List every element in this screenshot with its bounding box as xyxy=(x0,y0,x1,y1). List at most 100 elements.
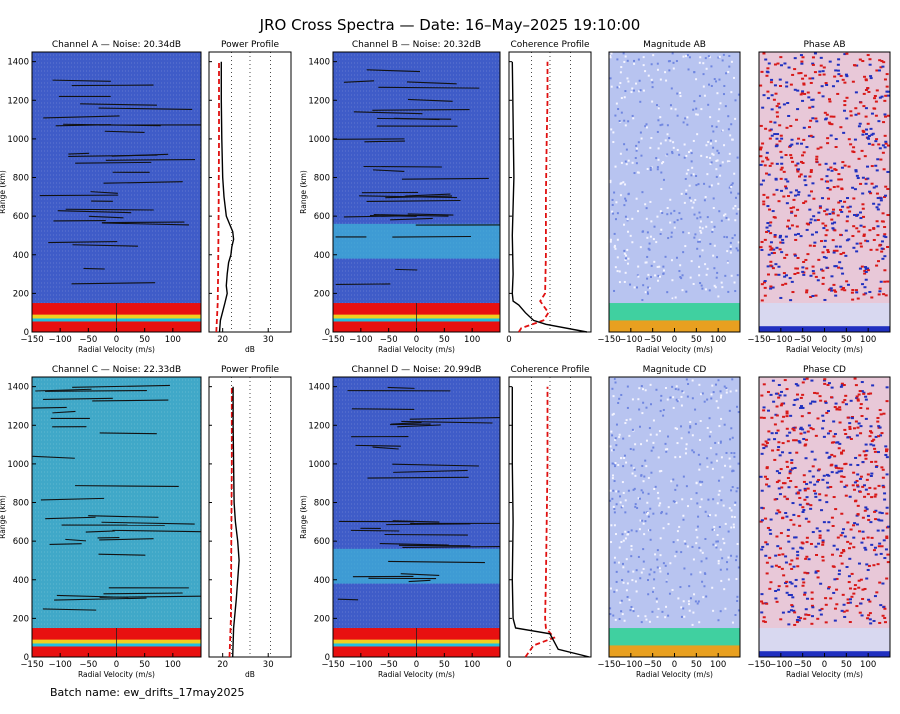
phase-cell xyxy=(785,562,788,564)
phase-cell xyxy=(837,173,840,175)
magnitude-cell xyxy=(624,96,626,98)
magnitude-cell xyxy=(626,558,628,560)
phase-cell xyxy=(858,125,861,127)
magnitude-cell xyxy=(717,619,719,621)
echo-streak xyxy=(100,433,157,434)
phase-cell xyxy=(806,503,809,505)
phase-cell xyxy=(812,215,815,217)
magnitude-cell xyxy=(659,502,661,504)
phase-cell xyxy=(781,568,784,570)
magnitude-cell xyxy=(698,469,700,471)
phase-cell xyxy=(760,476,763,478)
phase-cell xyxy=(861,486,864,488)
phase-cell xyxy=(802,578,805,580)
phase-cell xyxy=(784,185,787,187)
phase-cell xyxy=(876,193,879,195)
phase-cell xyxy=(851,150,854,152)
phase-cell xyxy=(833,252,836,254)
phase-cell xyxy=(874,451,877,453)
phase-cell xyxy=(770,79,773,81)
phase-cell xyxy=(867,493,870,495)
magnitude-cell xyxy=(657,492,659,494)
phase-cell xyxy=(770,81,773,83)
magnitude-cell xyxy=(676,257,678,259)
magnitude-cell xyxy=(641,572,643,574)
y-axis-label: Range (km) xyxy=(299,495,308,539)
phase-cell xyxy=(884,186,887,188)
magnitude-cell xyxy=(670,212,672,214)
phase-cell xyxy=(863,496,866,498)
phase-cell xyxy=(880,199,883,201)
y-tick-label: 1200 xyxy=(7,421,29,431)
magnitude-cell xyxy=(699,463,701,465)
phase-cell xyxy=(886,188,889,190)
magnitude-cell xyxy=(737,157,739,159)
magnitude-cell xyxy=(691,260,693,262)
phase-cell xyxy=(768,209,771,211)
phase-cell xyxy=(883,608,886,610)
phase-cell xyxy=(786,592,789,594)
x-tick-label: 0 xyxy=(414,660,419,670)
phase-cell xyxy=(883,269,886,271)
phase-cell xyxy=(865,578,868,580)
phase-cell xyxy=(806,253,809,255)
phase-cell xyxy=(862,393,865,395)
magnitude-cell xyxy=(663,409,665,411)
magnitude-cell xyxy=(660,554,662,556)
magnitude-cell xyxy=(663,269,665,271)
phase-cell xyxy=(872,564,875,566)
magnitude-cell xyxy=(734,234,736,236)
magnitude-cell xyxy=(646,256,648,258)
phase-cell xyxy=(827,410,830,412)
magnitude-cell xyxy=(681,193,683,195)
magnitude-cell xyxy=(636,150,638,152)
phase-cell xyxy=(776,470,779,472)
phase-cell xyxy=(786,411,789,413)
phase-cell xyxy=(874,165,877,167)
phase-cell xyxy=(793,68,796,70)
magnitude-cell xyxy=(700,484,702,486)
phase-cell xyxy=(848,422,851,424)
phase-cell xyxy=(877,204,880,206)
phase-cell xyxy=(865,271,868,273)
phase-cell xyxy=(769,265,772,267)
phase-cell xyxy=(765,603,768,605)
phase-cell xyxy=(867,537,870,539)
phase-cell xyxy=(860,403,863,405)
magnitude-cell xyxy=(610,128,612,130)
x-tick-label: 20 xyxy=(217,660,228,670)
magnitude-cell xyxy=(657,608,659,610)
y-axis-label: Range (km) xyxy=(0,495,7,539)
magnitude-cell xyxy=(730,186,732,188)
phase-cell xyxy=(789,125,792,127)
magnitude-cell xyxy=(619,495,621,497)
y-tick-label: 600 xyxy=(13,537,29,547)
y-tick-label: 600 xyxy=(314,537,330,547)
phase-cell xyxy=(774,234,777,236)
phase-cell xyxy=(804,75,807,77)
phase-cell xyxy=(771,108,774,110)
magnitude-cell xyxy=(693,71,695,73)
phase-cell xyxy=(860,225,863,227)
phase-cell xyxy=(854,457,857,459)
x-axis-label: Radial Velocity (m/s) xyxy=(636,670,713,679)
magnitude-cell xyxy=(730,242,732,244)
magnitude-cell xyxy=(647,593,649,595)
magnitude-cell xyxy=(666,291,668,293)
phase-cell xyxy=(867,519,870,521)
phase-cell xyxy=(768,557,771,559)
magnitude-cell xyxy=(684,117,686,119)
magnitude-cell xyxy=(725,217,727,219)
phase-cell xyxy=(886,554,889,556)
phase-cell xyxy=(805,457,808,459)
magnitude-cell xyxy=(709,186,711,188)
magnitude-cell xyxy=(630,555,632,557)
phase-cell xyxy=(760,600,763,602)
magnitude-cell xyxy=(697,183,699,185)
x-tick-label: 0 xyxy=(506,335,511,345)
magnitude-cell xyxy=(613,413,615,415)
magnitude-cell xyxy=(614,462,616,464)
phase-cell xyxy=(863,450,866,452)
magnitude-cell xyxy=(733,77,735,79)
phase-cell xyxy=(809,275,812,277)
